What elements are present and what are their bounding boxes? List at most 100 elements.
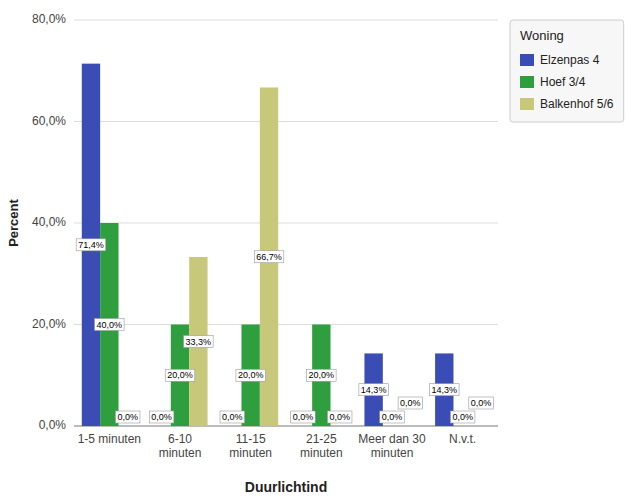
x-tick-label-line: 21-25 bbox=[306, 432, 337, 446]
legend-label: Balkenhof 5/6 bbox=[540, 97, 614, 111]
x-tick-label-line: 11-15 bbox=[236, 432, 266, 446]
y-tick-label: 40,0% bbox=[32, 215, 66, 229]
x-tick-label: 21-25minuten bbox=[300, 432, 343, 460]
x-tick-label: 6-10minuten bbox=[159, 432, 202, 460]
data-label-box bbox=[254, 251, 284, 263]
data-label-text: 71,4% bbox=[78, 240, 104, 250]
data-label-box bbox=[380, 411, 405, 423]
x-tick-label-line: minuten bbox=[371, 446, 414, 460]
data-label-text: 0,0% bbox=[293, 412, 314, 422]
x-tick-label-line: 1-5 minuten bbox=[78, 432, 141, 446]
data-label-box bbox=[430, 384, 460, 396]
legend-label: Hoef 3/4 bbox=[540, 75, 586, 89]
data-label-box bbox=[115, 411, 140, 423]
data-label-box bbox=[450, 411, 475, 423]
data-label-box bbox=[327, 411, 352, 423]
data-label: 14,3% bbox=[359, 384, 389, 396]
y-axis-title: Percent bbox=[6, 198, 21, 246]
bar bbox=[294, 426, 312, 427]
grid-line bbox=[74, 324, 498, 325]
data-label: 0,0% bbox=[220, 411, 245, 423]
bar bbox=[472, 426, 490, 427]
grid-line bbox=[74, 426, 498, 427]
chart: 0,0%20,0%40,0%60,0%80,0%1-5 minuten6-10m… bbox=[0, 0, 629, 504]
data-label-text: 14,3% bbox=[361, 385, 387, 395]
data-label: 0,0% bbox=[469, 397, 494, 409]
legend-label: Elzenpas 4 bbox=[540, 53, 600, 67]
data-label: 20,0% bbox=[307, 369, 337, 381]
data-label-box bbox=[291, 411, 316, 423]
x-axis-line bbox=[74, 426, 498, 427]
bar bbox=[152, 426, 170, 427]
data-label-box bbox=[220, 411, 245, 423]
data-label: 20,0% bbox=[236, 369, 266, 381]
y-tick-label: 20,0% bbox=[32, 317, 66, 331]
data-label-box bbox=[184, 336, 214, 348]
data-label: 71,4% bbox=[76, 239, 106, 251]
bar bbox=[453, 426, 471, 427]
data-label-text: 0,0% bbox=[471, 398, 492, 408]
data-label: 0,0% bbox=[380, 411, 405, 423]
data-label-text: 0,0% bbox=[151, 412, 172, 422]
data-label-box bbox=[165, 369, 195, 381]
data-label-box bbox=[469, 397, 494, 409]
y-tick-label: 60,0% bbox=[32, 114, 66, 128]
data-label-text: 14,3% bbox=[432, 385, 458, 395]
legend-frame bbox=[510, 20, 624, 122]
data-label-box bbox=[398, 397, 423, 409]
x-axis: 1-5 minuten6-10minuten11-15minuten21-25m… bbox=[78, 432, 477, 460]
data-label: 14,3% bbox=[430, 384, 460, 396]
data-label: 0,0% bbox=[327, 411, 352, 423]
x-tick-label: 11-15minuten bbox=[229, 432, 272, 460]
bar bbox=[223, 426, 241, 427]
data-label-text: 0,0% bbox=[382, 412, 403, 422]
x-tick-label-line: N.v.t. bbox=[449, 432, 476, 446]
data-label-text: 66,7% bbox=[256, 252, 282, 262]
data-label-text: 0,0% bbox=[117, 412, 138, 422]
legend: Woning Elzenpas 4 Hoef 3/4 Balkenhof 5/6 bbox=[510, 20, 624, 122]
data-label-box bbox=[76, 239, 106, 251]
legend-swatch bbox=[520, 54, 534, 66]
data-label-text: 0,0% bbox=[400, 398, 421, 408]
legend-swatch bbox=[520, 98, 534, 110]
data-label-box bbox=[95, 319, 125, 331]
bars bbox=[82, 64, 454, 426]
data-label-text: 0,0% bbox=[329, 412, 350, 422]
data-label: 33,3% bbox=[184, 336, 214, 348]
y-tick-label: 80,0% bbox=[32, 12, 66, 26]
x-tick-label-line: minuten bbox=[229, 446, 272, 460]
x-tick-label: Meer dan 30minuten bbox=[358, 432, 426, 460]
data-label-box bbox=[149, 411, 174, 423]
x-axis-title: Duurlichtind bbox=[245, 479, 327, 495]
data-label-text: 33,3% bbox=[186, 337, 212, 347]
x-tick-label: 1-5 minuten bbox=[78, 432, 141, 446]
bar bbox=[401, 426, 419, 427]
data-label-box bbox=[236, 369, 266, 381]
data-label: 40,0% bbox=[95, 319, 125, 331]
data-label-text: 0,0% bbox=[452, 412, 473, 422]
data-label: 20,0% bbox=[165, 369, 195, 381]
data-label-text: 0,0% bbox=[222, 412, 243, 422]
legend-swatch bbox=[520, 76, 534, 88]
bar bbox=[383, 426, 401, 427]
data-label-text: 20,0% bbox=[167, 370, 193, 380]
x-tick-label: N.v.t. bbox=[449, 432, 476, 446]
data-label-box bbox=[359, 384, 389, 396]
x-tick-label-line: 6-10 bbox=[168, 432, 192, 446]
data-label: 0,0% bbox=[450, 411, 475, 423]
x-tick-label-line: Meer dan 30 bbox=[358, 432, 426, 446]
bar bbox=[331, 426, 349, 427]
data-label: 0,0% bbox=[149, 411, 174, 423]
y-tick-label: 0,0% bbox=[39, 418, 67, 432]
legend-title: Woning bbox=[520, 28, 564, 43]
grid-line bbox=[74, 121, 498, 122]
data-label: 0,0% bbox=[398, 397, 423, 409]
grid-line bbox=[74, 223, 498, 224]
data-label: 66,7% bbox=[254, 251, 284, 263]
data-label-box bbox=[307, 369, 337, 381]
data-label-text: 20,0% bbox=[309, 370, 335, 380]
grid-line bbox=[74, 20, 498, 21]
data-label: 0,0% bbox=[291, 411, 316, 423]
data-label: 0,0% bbox=[115, 411, 140, 423]
bar bbox=[119, 426, 137, 427]
